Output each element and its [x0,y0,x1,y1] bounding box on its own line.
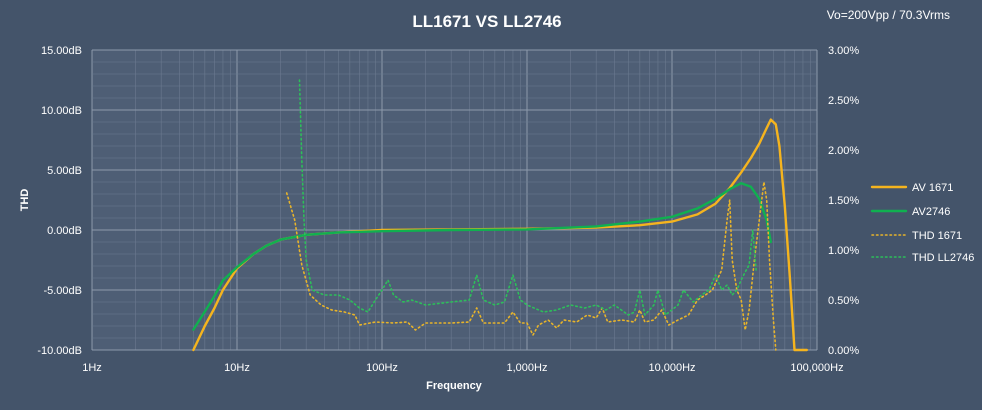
y-tick-label: 10.00dB [41,105,82,117]
voltage-annotation: Vo=200Vpp / 70.3Vrms [827,8,950,22]
y2-tick-label: 0.00% [828,345,859,357]
y2-tick-label: 3.00% [828,45,859,57]
x-tick-label: 100Hz [366,362,398,374]
y-tick-label: -10.00dB [37,345,82,357]
series-line-thd-1671 [285,181,777,351]
x-tick-label: 1,000Hz [507,362,548,374]
x-axis-title: Frequency [426,380,483,392]
y2-tick-label: 0.50% [828,295,859,307]
x-tick-label: 10,000Hz [648,362,695,374]
y2-tick-label: 2.00% [828,145,859,157]
legend-label: AV2746 [912,206,950,218]
grid-lines [91,49,818,351]
y-tick-label: -5.00dB [43,285,82,297]
y-tick-label: 15.00dB [41,45,82,57]
y-tick-label: 0.00dB [47,225,82,237]
y2-tick-label: 2.50% [828,95,859,107]
plot-area [91,49,818,352]
series-line-av2746 [192,182,772,331]
legend: AV 1671 AV2746 THD 1671 THD LL2746 [870,182,974,264]
legend-label: AV 1671 [912,182,953,194]
x-axis-ticks: 1Hz 10Hz 100Hz 1,000Hz 10,000Hz 100,000Hz [82,362,843,374]
y-axis-title: THD [19,189,31,212]
x-tick-label: 100,000Hz [790,362,843,374]
plot-background [92,50,817,350]
legend-label: THD 1671 [912,230,962,242]
legend-label: THD LL2746 [912,252,974,264]
chart-title: LL1671 VS LL2746 [412,12,561,31]
series-lines [192,79,808,352]
y-axis-left-ticks: -10.00dB -5.00dB 0.00dB 5.00dB 10.00dB 15.00d… [37,45,82,357]
y-axis-right-ticks: 0.00% 0.50% 1.00% 1.50% 2.00% 2.50% 3.00% [828,45,859,357]
y2-tick-label: 1.00% [828,245,859,257]
y2-tick-label: 1.50% [828,195,859,207]
series-line-thd-ll2746 [298,79,757,316]
x-tick-label: 10Hz [224,362,250,374]
y-tick-label: 5.00dB [47,165,82,177]
x-tick-label: 1Hz [82,362,102,374]
